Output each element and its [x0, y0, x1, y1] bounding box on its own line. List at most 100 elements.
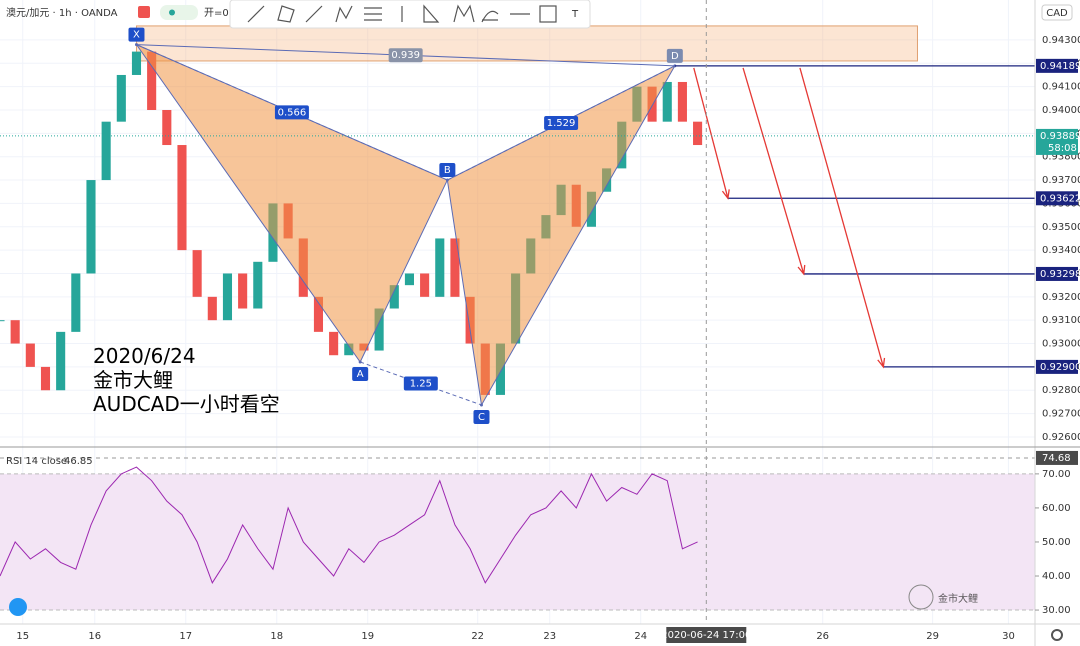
level-label: 0.93298	[1040, 269, 1080, 280]
wechat-icon	[908, 584, 934, 610]
y-tick-label: 0.92700	[1042, 409, 1080, 420]
point-badge	[666, 48, 683, 63]
header: 澳元/加元 · 1h · OANDA 开=0. T CAD	[6, 0, 1073, 29]
y-tick-label: 0.92600	[1042, 432, 1080, 443]
ratio-badge	[274, 105, 309, 120]
candle	[192, 250, 202, 297]
candle	[0, 320, 5, 322]
y-tick-label: 0.93100	[1042, 315, 1080, 326]
layers: X A B C D 0.566 1.529 0.939 1.25	[0, 0, 1035, 624]
annotation: AUDCAD一小时看空	[93, 392, 280, 416]
rsi-last: 46.85	[64, 456, 93, 467]
candle	[313, 296, 324, 332]
rsi-band	[0, 473, 1035, 611]
candle	[404, 273, 414, 286]
arrow-head	[797, 264, 806, 276]
candle	[162, 109, 172, 146]
tool-text[interactable]: T	[571, 9, 579, 20]
x-tick-label: 17	[179, 631, 192, 642]
status-dot	[169, 9, 175, 16]
drawing-toolbar[interactable]	[229, 0, 591, 29]
point-badge	[128, 27, 145, 42]
cursor-value-badge	[1036, 450, 1078, 465]
candle	[677, 81, 687, 122]
annotation: 2020/6/24	[93, 344, 196, 368]
x-tick-label: 29	[926, 631, 939, 642]
tool-shape[interactable]	[277, 5, 295, 23]
tool-wave[interactable]	[335, 5, 353, 23]
point-label: X	[133, 30, 140, 41]
x-tick-label: 15	[16, 631, 29, 642]
y-tick-label: 0.93200	[1042, 292, 1080, 303]
ratio-label: 1.25	[410, 378, 432, 389]
settings-icon[interactable]	[1051, 629, 1063, 641]
x-tick-label: 18	[270, 631, 283, 642]
current-price-badge	[1036, 128, 1078, 155]
level-label: 0.92900	[1040, 362, 1080, 373]
level-badge	[1036, 58, 1078, 73]
candle	[222, 273, 233, 321]
candle	[207, 296, 217, 321]
countdown: 58:08	[1048, 143, 1077, 154]
candle	[40, 366, 51, 391]
candle	[86, 180, 96, 274]
x-tick-label: 16	[88, 631, 101, 642]
tool-abcd[interactable]	[423, 4, 440, 23]
point-label: A	[357, 369, 364, 380]
ratio-label: 1.529	[547, 118, 576, 129]
level-badge	[1036, 191, 1078, 206]
x-tick-label: 19	[361, 631, 374, 642]
logo	[9, 598, 27, 616]
ratio-label: 0.939	[391, 50, 420, 61]
candle	[56, 331, 66, 391]
y-tick-label: 0.94100	[1042, 82, 1080, 93]
x-tick-label: 22	[471, 631, 484, 642]
flag-icon[interactable]	[138, 6, 150, 18]
tool-rect[interactable]	[539, 5, 557, 23]
candle	[238, 273, 248, 309]
x-tick-label: 23	[543, 631, 556, 642]
candle	[253, 261, 263, 309]
rsi-tick-label: 60.00	[1042, 503, 1071, 514]
ratio-label: 0.566	[278, 107, 307, 118]
candle	[101, 121, 111, 181]
arrow	[742, 67, 805, 275]
currency-label: CAD	[1046, 8, 1068, 19]
candle	[374, 308, 384, 351]
level-badge	[1036, 359, 1078, 374]
point-label: C	[478, 412, 485, 423]
candle	[71, 273, 81, 332]
ratio-badge	[388, 48, 423, 63]
candle	[116, 74, 126, 122]
y-tick-label: 0.92800	[1042, 385, 1080, 396]
level-label: 0.93622	[1040, 193, 1080, 204]
point-badge	[473, 409, 490, 424]
candle	[177, 145, 187, 251]
rsi-tick-label: 50.00	[1042, 537, 1071, 548]
tool-xabcd[interactable]	[453, 4, 475, 23]
rsi-title: RSI 14 close	[6, 456, 67, 467]
arrow	[693, 67, 729, 199]
candle	[450, 238, 460, 297]
point-label: D	[671, 51, 679, 62]
open-label: 开=0.	[204, 8, 232, 19]
cursor-time: 2020-06-24 17:00	[661, 630, 751, 641]
y-tick-label: 0.94000	[1042, 105, 1080, 116]
tool-curve[interactable]	[481, 10, 499, 23]
candle	[420, 273, 430, 297]
y-tick-label: 0.93700	[1042, 175, 1080, 186]
y-tick-label: 0.93000	[1042, 339, 1080, 350]
watermark: 金市大鲤	[938, 592, 978, 605]
y-tick-label: 0.94300	[1042, 35, 1080, 46]
rsi-tick-label: 70.00	[1042, 469, 1071, 480]
tool-ray[interactable]	[305, 5, 323, 23]
cursor-value: 74.68	[1042, 453, 1071, 464]
tool-fib[interactable]	[364, 7, 382, 21]
symbol-title: 澳元/加元 · 1h · OANDA	[6, 6, 118, 19]
status-pill[interactable]	[160, 5, 198, 20]
tool-trend[interactable]	[247, 5, 265, 23]
point-badge	[352, 366, 369, 381]
cursor-badge	[666, 627, 747, 643]
point-label: B	[444, 165, 451, 176]
